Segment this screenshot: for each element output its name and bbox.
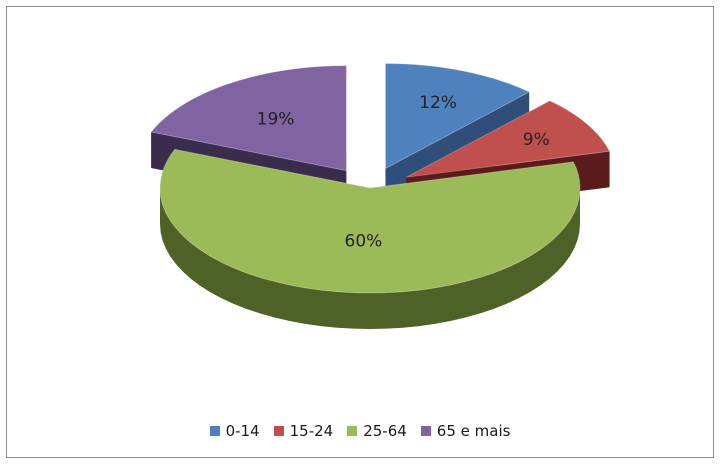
slice-top (159, 148, 581, 294)
data-label: 60% (345, 231, 383, 251)
slice-top (405, 100, 611, 178)
legend-item: 65 e mais (420, 422, 511, 440)
legend-item: 0-14 (209, 422, 260, 440)
pie-slice-25-64 (159, 148, 581, 329)
legend-swatch (209, 426, 220, 436)
data-label: 19% (257, 110, 295, 130)
legend-label: 25-64 (363, 422, 407, 440)
slice-top (384, 62, 531, 170)
legend: 0-14 15-24 25-64 65 e mais (0, 422, 720, 440)
slice-top (150, 65, 347, 172)
legend-label: 15-24 (289, 422, 334, 440)
slice-outer-wall (160, 188, 580, 329)
legend-label: 0-14 (225, 422, 260, 440)
legend-swatch (273, 426, 284, 436)
legend-item: 25-64 (347, 422, 407, 440)
data-label: 12% (419, 93, 457, 113)
legend-swatch (347, 426, 358, 436)
legend-item: 15-24 (273, 422, 334, 440)
legend-label: 65 e mais (436, 422, 511, 440)
legend-swatch (420, 426, 431, 436)
data-label: 9% (523, 130, 550, 150)
